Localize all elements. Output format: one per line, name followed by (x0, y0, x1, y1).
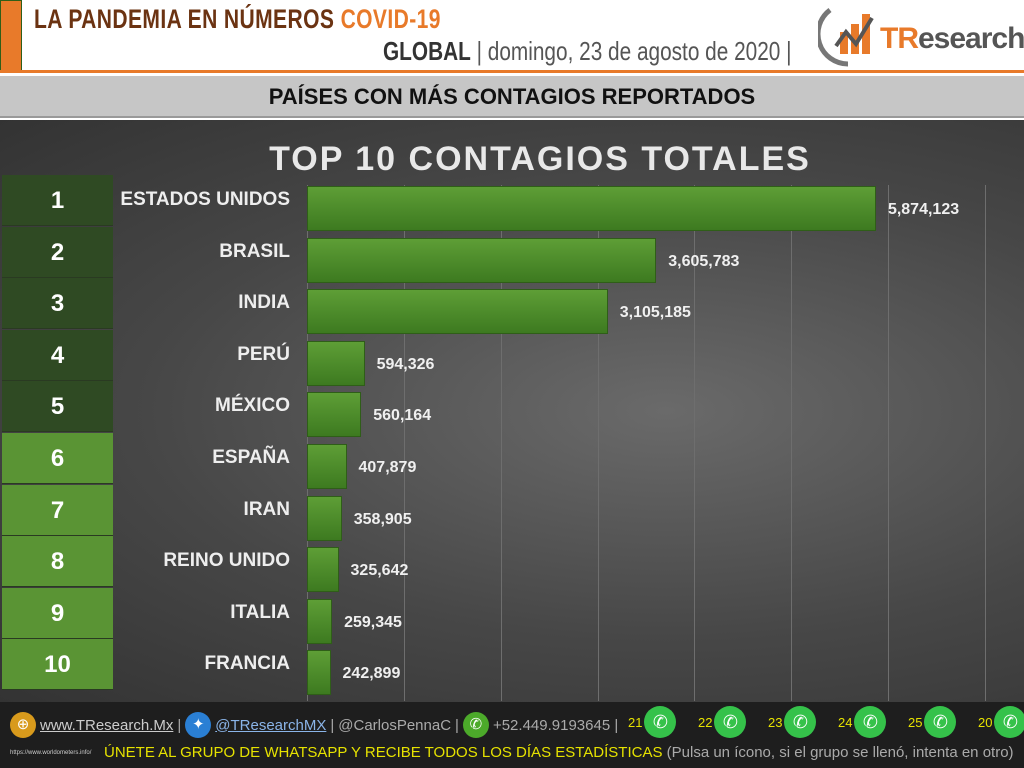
category-label: ITALIA (230, 601, 290, 623)
source-url: https://www.worldometers.info/ (10, 750, 92, 756)
bar (307, 495, 342, 541)
whatsapp-icon: ✆ (924, 706, 957, 738)
twitter-link[interactable]: @TResearchMX (215, 716, 327, 734)
group-number: 25 (908, 714, 923, 730)
bar (307, 186, 876, 231)
bar (307, 237, 657, 283)
header-divider (0, 70, 1024, 73)
group-number: 24 (838, 714, 853, 730)
group-number: 20 (978, 714, 993, 730)
phone-icon: ✆ (462, 712, 489, 738)
chart-area: TOP 10 CONTAGIOS TOTALES 1 ESTADOS UNIDOS… (0, 120, 1024, 702)
data-label: 5,874,123 (887, 201, 960, 218)
rank-cell: 2 (2, 226, 113, 278)
category-label: FRANCIA (204, 653, 291, 675)
bar (307, 340, 365, 386)
whatsapp-icon: ✆ (784, 706, 817, 738)
footer: ⊕ www.TResearch.Mx | ✦ @TResearchMX | @Car… (0, 702, 1024, 768)
globe-icon: ⊕ (10, 712, 36, 738)
whatsapp-group-button[interactable]: 21 ✆ (628, 706, 677, 738)
phone-number: +52.449.9193645 | (492, 716, 619, 734)
twitter-icon: ✦ (185, 712, 212, 738)
twitter-handle-2: @CarlosPennaC (338, 716, 452, 734)
category-label: IRAN (243, 498, 290, 520)
page-title: LA PANDEMIA EN NÚMEROS COVID-19 (34, 4, 441, 34)
data-label: 594,326 (376, 355, 435, 373)
data-label: 407,879 (358, 459, 417, 476)
group-number: 21 (628, 714, 643, 730)
date-line: GLOBAL | domingo, 23 de agosto de 2020 | (383, 36, 792, 66)
category-label: PERÚ (237, 343, 290, 365)
gridline (307, 185, 308, 701)
whatsapp-icon: ✆ (854, 706, 887, 738)
rank-cell: 1 (2, 175, 113, 226)
bar (307, 650, 331, 696)
gridline (791, 185, 793, 701)
category-label: BRASIL (219, 240, 290, 262)
gridline (888, 185, 890, 701)
website-link[interactable]: www.TResearch.Mx (40, 716, 174, 734)
rank-cell: 9 (2, 587, 113, 639)
group-number: 22 (698, 714, 713, 730)
whatsapp-cta: ÚNETE AL GRUPO DE WHATSAPP Y RECIBE TODO… (104, 744, 1014, 761)
category-label: REINO UNIDO (163, 550, 290, 572)
data-label: 560,164 (373, 407, 432, 425)
header: LA PANDEMIA EN NÚMEROS COVID-19 GLOBAL |… (0, 0, 1024, 74)
gridline (694, 185, 696, 701)
whatsapp-icon: ✆ (714, 706, 747, 738)
rank-cell: 4 (2, 329, 113, 381)
data-label: 3,105,185 (619, 304, 691, 322)
bar (307, 598, 333, 644)
whatsapp-group-button[interactable]: 25 ✆ (908, 706, 957, 738)
rank-cell: 3 (2, 278, 113, 330)
data-label: 242,899 (342, 665, 401, 683)
category-label: MÉXICO (215, 395, 290, 417)
tresearch-logo: TResearch (815, 2, 1024, 68)
rank-cell: 5 (2, 381, 113, 433)
gridline (403, 185, 405, 701)
accent-bar (0, 0, 22, 72)
gridline (500, 185, 502, 701)
whatsapp-group-button[interactable]: 24 ✆ (838, 706, 887, 738)
subtitle: PAÍSES CON MÁS CONTAGIOS REPORTADOS (0, 76, 1024, 118)
category-label: INDIA (238, 292, 290, 314)
logo-chart-icon (815, 8, 874, 67)
bar (307, 444, 347, 489)
chart-title: TOP 10 CONTAGIOS TOTALES (269, 140, 811, 178)
rank-cell: 8 (2, 536, 113, 588)
rank-cell: 10 (2, 639, 113, 691)
data-label: 259,345 (344, 613, 402, 631)
rank-cell: 6 (2, 433, 113, 484)
whatsapp-group-button[interactable]: 20 ✆ (978, 706, 1024, 738)
category-label: ESTADOS UNIDOS (120, 189, 290, 210)
whatsapp-icon: ✆ (644, 706, 677, 738)
whatsapp-icon: ✆ (994, 706, 1024, 738)
bar (307, 289, 608, 335)
gridline (597, 185, 599, 701)
gridline (985, 185, 986, 701)
data-label: 325,642 (350, 562, 409, 580)
bar (307, 392, 362, 438)
whatsapp-group-button[interactable]: 22 ✆ (698, 706, 747, 738)
group-number: 23 (768, 714, 783, 730)
bar (307, 547, 339, 593)
category-label: ESPAÑA (212, 447, 290, 468)
whatsapp-group-button[interactable]: 23 ✆ (768, 706, 817, 738)
data-label: 3,605,783 (668, 252, 740, 270)
data-label: 358,905 (353, 510, 412, 528)
rank-cell: 7 (2, 484, 113, 536)
